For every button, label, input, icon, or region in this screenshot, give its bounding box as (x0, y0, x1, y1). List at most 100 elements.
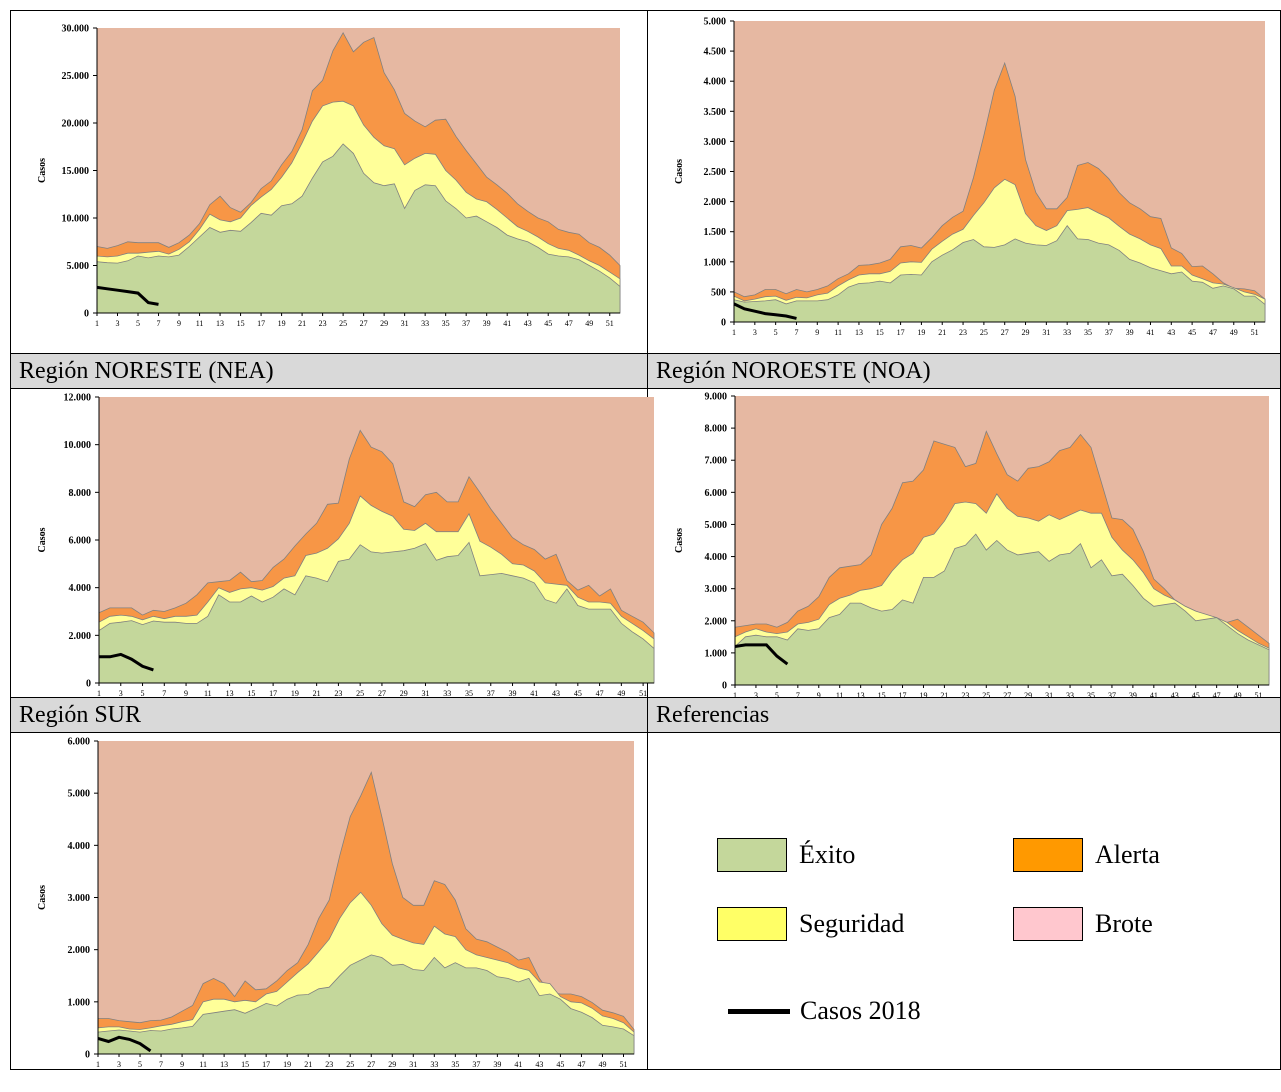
x-tick-label: 3 (753, 328, 757, 337)
x-tick-label: 45 (556, 1060, 564, 1069)
y-tick-label: 5.000 (705, 520, 728, 531)
x-tick-label: 33 (430, 1060, 438, 1069)
x-tick-label: 21 (304, 1060, 312, 1069)
legend-casos-label: Casos 2018 (800, 996, 921, 1025)
x-tick-label: 9 (184, 689, 188, 697)
x-tick-label: 27 (360, 319, 368, 328)
y-tick-label: 6.000 (68, 737, 91, 748)
y-tick-label: 10.000 (62, 214, 90, 225)
x-tick-label: 29 (388, 1060, 396, 1069)
y-tick-label: 10.000 (64, 440, 92, 451)
legend-alerta: Alerta (1013, 838, 1160, 872)
x-tick-label: 35 (1087, 691, 1095, 697)
x-tick-label: 49 (585, 319, 593, 328)
x-tick-label: 7 (796, 691, 800, 697)
x-tick-label: 13 (220, 1060, 228, 1069)
y-tick-label: 6.000 (705, 488, 728, 499)
y-axis-label: Casos (674, 159, 685, 184)
x-tick-label: 27 (378, 689, 386, 697)
x-tick-label: 47 (565, 319, 573, 328)
y-tick-label: 4.000 (68, 841, 91, 852)
x-tick-label: 47 (596, 689, 604, 697)
legend-seguridad-label: Seguridad (799, 909, 905, 938)
x-tick-label: 13 (855, 328, 863, 337)
x-tick-label: 3 (754, 691, 758, 697)
x-tick-label: 3 (119, 689, 123, 697)
x-tick-label: 7 (162, 689, 166, 697)
x-tick-label: 15 (876, 328, 884, 337)
x-tick-label: 43 (1171, 691, 1179, 697)
x-tick-label: 47 (1209, 328, 1217, 337)
y-tick-label: 2.000 (69, 631, 92, 642)
y-tick-label: 5.000 (704, 17, 727, 28)
x-tick-label: 5 (138, 1060, 142, 1069)
x-tick-label: 41 (1146, 328, 1154, 337)
legend-brote-label: Brote (1095, 909, 1153, 938)
x-tick-label: 39 (483, 319, 491, 328)
y-tick-label: 9.000 (705, 392, 728, 403)
x-tick-label: 39 (1129, 691, 1137, 697)
y-tick-label: 30.000 (62, 24, 90, 35)
x-tick-label: 43 (524, 319, 532, 328)
header-sur: Región SUR (10, 697, 648, 733)
x-tick-label: 23 (961, 691, 969, 697)
x-tick-label: 13 (226, 689, 234, 697)
x-tick-label: 37 (1108, 691, 1116, 697)
x-tick-label: 13 (216, 319, 224, 328)
x-tick-label: 21 (938, 328, 946, 337)
line-casos-2018 (96, 285, 159, 306)
y-tick-label: 3.000 (705, 584, 728, 595)
y-tick-label: 0 (84, 309, 89, 320)
x-tick-label: 51 (1255, 691, 1263, 697)
x-tick-label: 31 (421, 689, 429, 697)
x-tick-label: 39 (493, 1060, 501, 1069)
line-casos-2018 (733, 302, 797, 320)
y-tick-label: 8.000 (69, 488, 92, 499)
y-axis-label: Casos (37, 158, 48, 183)
y-tick-label: 4.000 (705, 552, 728, 563)
y-tick-label: 25.000 (62, 71, 90, 82)
x-tick-label: 11 (834, 328, 842, 337)
x-tick-label: 1 (95, 319, 99, 328)
x-tick-label: 41 (1150, 691, 1158, 697)
x-tick-label: 9 (817, 691, 821, 697)
x-tick-label: 49 (598, 1060, 606, 1069)
x-tick-label: 9 (180, 1060, 184, 1069)
x-tick-label: 1 (733, 691, 737, 697)
x-tick-label: 5 (775, 691, 779, 697)
x-tick-label: 11 (204, 689, 212, 697)
area-exito (733, 225, 1266, 323)
x-tick-label: 19 (919, 691, 927, 697)
x-tick-label: 49 (1230, 328, 1238, 337)
x-tick-label: 23 (334, 689, 342, 697)
x-tick-label: 7 (794, 328, 798, 337)
x-tick-label: 23 (325, 1060, 333, 1069)
x-tick-label: 17 (897, 328, 905, 337)
y-tick-label: 0 (721, 318, 726, 329)
x-tick-label: 27 (1003, 691, 1011, 697)
x-tick-label: 17 (262, 1060, 270, 1069)
x-tick-label: 19 (917, 328, 925, 337)
x-tick-label: 51 (1251, 328, 1259, 337)
y-tick-label: 5.000 (67, 261, 90, 272)
legend-casos-line (728, 1008, 790, 1014)
area-exito (97, 954, 635, 1055)
x-tick-label: 11 (199, 1060, 207, 1069)
header-noa: Región NOROESTE (NOA) (647, 353, 1281, 389)
y-tick-label: 7.000 (705, 456, 728, 467)
x-tick-label: 37 (472, 1060, 480, 1069)
y-tick-label: 20.000 (62, 119, 90, 130)
x-tick-label: 19 (283, 1060, 291, 1069)
x-tick-label: 29 (1022, 328, 1030, 337)
x-tick-label: 25 (346, 1060, 354, 1069)
x-tick-label: 27 (367, 1060, 375, 1069)
x-tick-label: 7 (159, 1060, 163, 1069)
header-referencias: Referencias (647, 697, 1281, 733)
x-tick-label: 25 (980, 328, 988, 337)
y-tick-label: 3.500 (704, 107, 727, 118)
x-tick-label: 39 (509, 689, 517, 697)
x-tick-label: 31 (409, 1060, 417, 1069)
y-axis-label: Casos (37, 885, 48, 910)
